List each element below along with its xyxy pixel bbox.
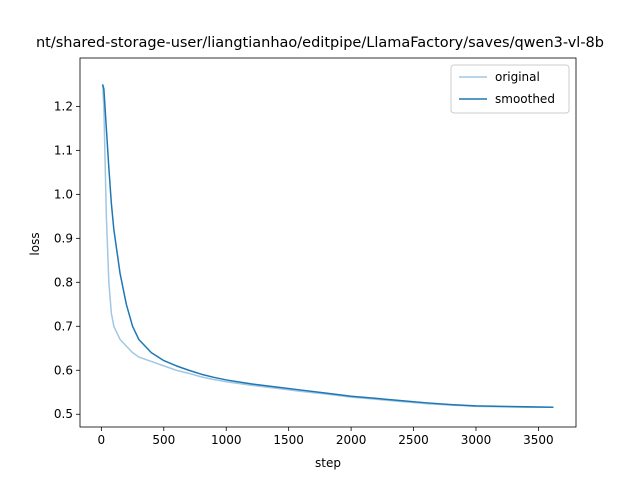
legend: original smoothed (450, 64, 570, 114)
x-tick-label: 2500 (398, 433, 429, 447)
chart-title: nt/shared-storage-user/liangtianhao/edit… (36, 35, 604, 51)
y-axis-label: loss (28, 232, 42, 255)
y-tick-label: 0.8 (54, 275, 73, 289)
y-tick-label: 0.5 (54, 407, 73, 421)
x-axis-label: step (315, 456, 341, 470)
y-tick-label: 0.9 (54, 231, 73, 245)
legend-label: smoothed (495, 92, 555, 106)
y-tick-label: 0.7 (54, 319, 73, 333)
x-tick-label: 0 (98, 433, 106, 447)
line (101, 84, 554, 408)
line (101, 84, 554, 408)
x-tick-label: 1500 (273, 433, 304, 447)
legend-label: original (495, 70, 540, 84)
y-tick-label: 1.0 (54, 187, 73, 201)
y-tick-label: 1.2 (54, 99, 73, 113)
x-tick-label: 500 (152, 433, 175, 447)
x-tick-label: 2000 (336, 433, 367, 447)
x-tick-label: 3500 (523, 433, 554, 447)
x-tick-label: 1000 (211, 433, 242, 447)
x-tick-label: 3000 (461, 433, 492, 447)
plot-frame (79, 57, 577, 428)
y-tick-label: 0.6 (54, 363, 73, 377)
y-tick-label: 1.1 (54, 143, 73, 157)
